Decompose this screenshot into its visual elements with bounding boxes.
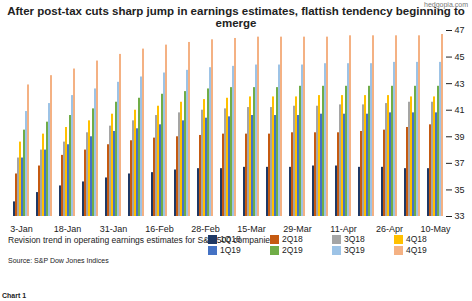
svg-text:11-Apr: 11-Apr — [330, 224, 356, 234]
svg-text:43: 43 — [455, 79, 465, 89]
svg-text:31-Jan: 31-Jan — [100, 224, 128, 234]
svg-text:10-May: 10-May — [420, 224, 451, 234]
svg-text:37: 37 — [455, 158, 465, 168]
svg-text:35: 35 — [455, 185, 465, 195]
svg-text:33: 33 — [455, 211, 465, 221]
svg-text:47: 47 — [455, 25, 465, 35]
svg-text:3-Jan: 3-Jan — [10, 224, 33, 234]
svg-text:28-Feb: 28-Feb — [191, 224, 220, 234]
svg-text:16-Feb: 16-Feb — [145, 224, 174, 234]
svg-text:29-Mar: 29-Mar — [283, 224, 312, 234]
svg-text:26-Apr: 26-Apr — [376, 224, 403, 234]
svg-text:15-Mar: 15-Mar — [237, 224, 266, 234]
svg-text:41: 41 — [455, 105, 465, 115]
svg-text:18-Jan: 18-Jan — [54, 224, 82, 234]
svg-text:45: 45 — [455, 52, 465, 62]
svg-text:39: 39 — [455, 132, 465, 142]
